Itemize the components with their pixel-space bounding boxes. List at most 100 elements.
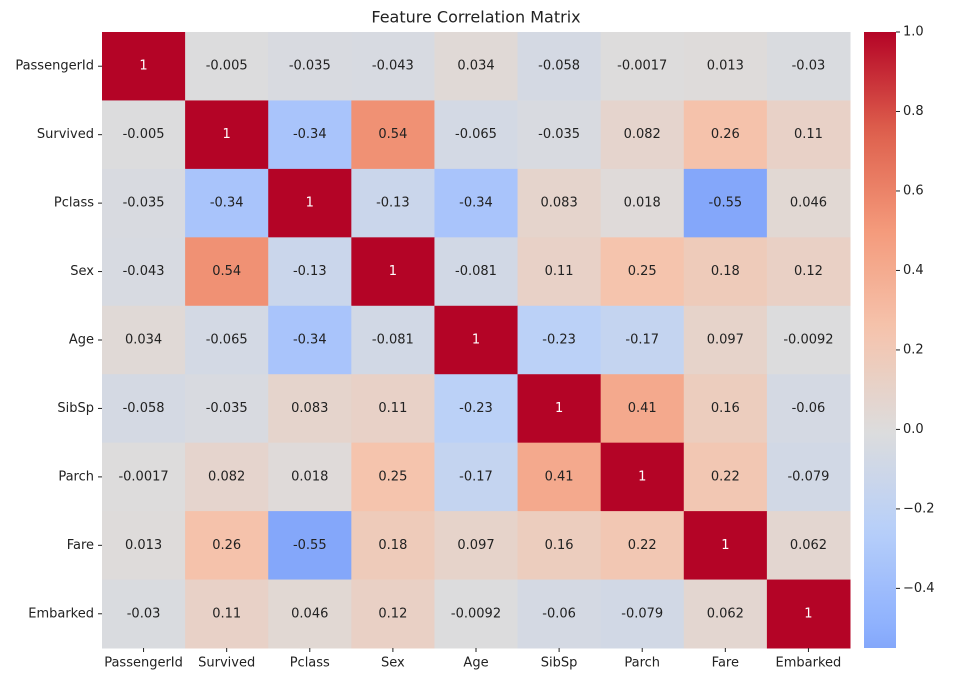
heatmap-cell	[268, 579, 352, 649]
cell-label: 0.22	[711, 469, 740, 484]
heatmap-cell	[268, 374, 352, 444]
cell-label: 0.54	[378, 127, 407, 142]
heatmap-cell	[766, 32, 851, 101]
cell-label: 1	[721, 538, 729, 553]
cell-label: -0.0017	[617, 59, 667, 74]
heatmap-cell	[600, 237, 685, 307]
heatmap-cell	[683, 442, 768, 512]
y-tick-label: Parch	[58, 469, 94, 484]
heatmap-cell	[351, 374, 435, 444]
heatmap-cell	[434, 579, 519, 649]
cell-label: 0.046	[790, 196, 827, 211]
cell-label: -0.0017	[118, 469, 168, 484]
heatmap-cell	[766, 579, 851, 649]
cell-label: 0.082	[208, 469, 245, 484]
heatmap-cell	[185, 442, 269, 512]
heatmap-cell	[268, 511, 352, 581]
cell-label: -0.035	[289, 59, 331, 74]
heatmap-cell	[434, 511, 519, 581]
cell-label: -0.0092	[783, 333, 833, 348]
cell-label: 0.16	[711, 401, 740, 416]
cell-label: 1	[804, 606, 812, 621]
cell-label: -0.079	[621, 606, 663, 621]
cell-label: 0.062	[790, 538, 827, 553]
cell-label: -0.23	[459, 401, 493, 416]
cell-label: -0.043	[123, 264, 165, 279]
cell-label: -0.065	[455, 127, 497, 142]
cell-label: -0.34	[293, 333, 327, 348]
x-tick-label: Embarked	[776, 656, 842, 671]
heatmap-cell	[351, 305, 435, 375]
cell-label: 0.26	[212, 538, 241, 553]
cell-label: 0.11	[545, 264, 574, 279]
heatmap-cell	[434, 305, 519, 375]
cell-label: -0.058	[123, 401, 165, 416]
colorbar-tick-label: 0.2	[903, 342, 924, 357]
heatmap-cell	[683, 374, 768, 444]
heatmap-cell	[517, 579, 602, 649]
cell-label: 0.25	[628, 264, 657, 279]
heatmap-cell	[185, 237, 269, 307]
cell-label: -0.005	[206, 59, 248, 74]
heatmap-cell	[600, 168, 685, 238]
cell-label: -0.06	[792, 401, 826, 416]
heatmap-cell	[600, 511, 685, 581]
heatmap-cell	[185, 305, 269, 375]
cell-label: 0.11	[794, 127, 823, 142]
heatmap-cell	[683, 579, 768, 649]
x-tick-label: Age	[463, 656, 488, 671]
x-tick-label: PassengerId	[104, 656, 183, 671]
heatmap-cell	[434, 374, 519, 444]
heatmap-cell	[185, 168, 269, 238]
cell-label: -0.058	[538, 59, 580, 74]
cell-label: 0.083	[291, 401, 328, 416]
cell-label: -0.55	[293, 538, 327, 553]
heatmap-cell	[600, 32, 685, 101]
heatmap-cell	[766, 511, 851, 581]
heatmap-cell	[185, 100, 269, 170]
heatmap-cell	[102, 32, 186, 101]
heatmap-cell	[185, 511, 269, 581]
cell-label: -0.03	[127, 606, 161, 621]
y-tick-label: Survived	[37, 127, 94, 142]
cell-label: -0.043	[372, 59, 414, 74]
heatmap-cell	[683, 100, 768, 170]
cell-label: -0.005	[123, 127, 165, 142]
heatmap-cell	[683, 32, 768, 101]
x-tick-label: SibSp	[541, 656, 578, 671]
heatmap-cell	[102, 579, 186, 649]
cell-label: 1	[306, 196, 314, 211]
cell-label: 0.034	[457, 59, 494, 74]
heatmap-cell	[600, 579, 685, 649]
heatmap-cell	[268, 237, 352, 307]
heatmap-cell	[766, 100, 851, 170]
chart-title: Feature Correlation Matrix	[371, 8, 580, 27]
heatmap-cell	[102, 237, 186, 307]
heatmap-cell	[517, 32, 602, 101]
heatmap-cell	[600, 305, 685, 375]
heatmap-cell	[351, 511, 435, 581]
cell-label: -0.06	[542, 606, 576, 621]
cell-label: 0.54	[212, 264, 241, 279]
heatmap-cell	[434, 100, 519, 170]
x-tick-label: Survived	[198, 656, 255, 671]
cell-label: 0.22	[628, 538, 657, 553]
y-tick-label: Sex	[70, 264, 94, 279]
heatmap-cell	[351, 442, 435, 512]
heatmap-cell	[102, 511, 186, 581]
cell-label: 0.018	[291, 469, 328, 484]
heatmap-cell	[600, 442, 685, 512]
heatmap-cell	[517, 511, 602, 581]
heatmap-cell	[102, 374, 186, 444]
heatmap-cell	[766, 305, 851, 375]
cell-label: 0.18	[711, 264, 740, 279]
heatmap-cell	[434, 237, 519, 307]
cell-label: -0.13	[376, 196, 410, 211]
cell-label: -0.34	[293, 127, 327, 142]
colorbar-tick-label: −0.4	[903, 581, 935, 596]
heatmap-cell	[683, 511, 768, 581]
y-tick-label: Age	[69, 333, 94, 348]
cell-label: 0.082	[624, 127, 661, 142]
heatmap-cell	[102, 100, 186, 170]
